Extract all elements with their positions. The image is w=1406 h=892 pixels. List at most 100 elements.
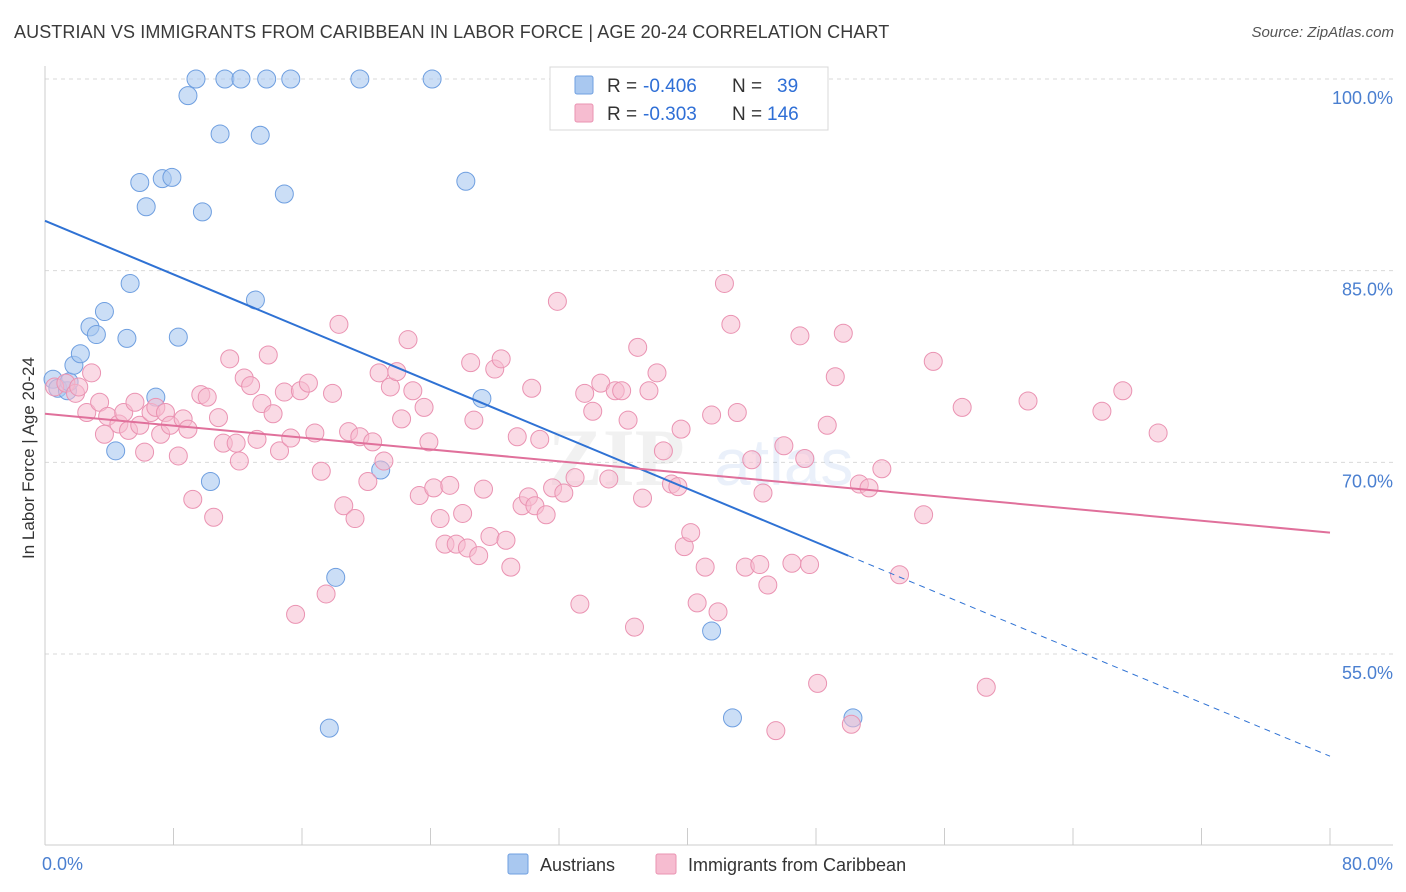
point-caribbean: [419, 432, 439, 452]
point-austrians: [456, 171, 476, 191]
point-caribbean: [453, 503, 473, 523]
point-austrians: [200, 472, 220, 491]
point-caribbean: [270, 441, 290, 461]
point-caribbean: [392, 409, 412, 429]
point-caribbean: [247, 429, 267, 449]
point-austrians: [136, 197, 156, 217]
point-caribbean: [833, 323, 853, 343]
point-caribbean: [130, 415, 150, 435]
point-caribbean: [363, 432, 383, 452]
point-caribbean: [727, 403, 747, 422]
point-caribbean: [220, 349, 240, 369]
legend-box: [549, 66, 829, 131]
point-caribbean: [197, 387, 217, 407]
trend-lines: [44, 219, 1331, 757]
legend-r-label-austrians: R =: [607, 76, 637, 97]
point-caribbean: [782, 553, 802, 573]
point-austrians: [231, 69, 251, 89]
point-caribbean: [554, 483, 574, 503]
point-caribbean: [599, 469, 619, 489]
point-caribbean: [530, 429, 550, 449]
point-austrians: [120, 273, 140, 293]
point-caribbean: [316, 584, 336, 604]
point-caribbean: [430, 509, 450, 529]
point-caribbean: [1148, 423, 1168, 443]
point-caribbean: [241, 376, 261, 396]
point-caribbean: [334, 496, 354, 516]
point-caribbean: [125, 392, 145, 412]
point-caribbean: [714, 273, 734, 293]
point-austrians: [281, 69, 301, 89]
point-caribbean: [653, 441, 673, 461]
point-caribbean: [721, 314, 741, 334]
point-caribbean: [398, 330, 418, 350]
point-caribbean: [298, 373, 318, 393]
point-austrians: [350, 69, 370, 89]
point-austrians: [70, 344, 90, 364]
legend-r-label-caribbean: R =: [607, 104, 637, 125]
point-caribbean: [1018, 391, 1038, 411]
point-caribbean: [708, 602, 728, 622]
watermark-atlas: atlas: [714, 425, 853, 499]
point-caribbean: [358, 472, 378, 491]
point-caribbean: [800, 555, 820, 575]
point-caribbean: [639, 381, 659, 401]
point-caribbean: [263, 404, 283, 424]
point-caribbean: [841, 714, 861, 734]
point-caribbean: [208, 408, 228, 428]
chart-title: AUSTRIAN VS IMMIGRANTS FROM CARIBBEAN IN…: [14, 22, 890, 42]
point-caribbean: [695, 557, 715, 577]
point-caribbean: [633, 488, 653, 508]
y-tick-labels: 55.0% 70.0% 85.0% 100.0%: [1332, 88, 1393, 683]
point-caribbean: [507, 427, 527, 447]
point-caribbean: [183, 489, 203, 509]
point-caribbean: [923, 351, 943, 371]
point-caribbean: [570, 594, 590, 614]
point-caribbean: [329, 314, 349, 334]
point-caribbean: [464, 410, 484, 430]
point-caribbean: [168, 446, 188, 466]
point-caribbean: [859, 478, 879, 498]
grid-lines: [45, 78, 1393, 655]
point-caribbean: [624, 617, 644, 637]
point-austrians: [702, 621, 722, 641]
point-austrians: [210, 124, 230, 144]
point-austrians: [106, 441, 126, 461]
bottom-legend-austrians: Austrians: [540, 855, 615, 875]
point-caribbean: [286, 604, 306, 624]
point-caribbean: [817, 415, 837, 435]
point-austrians: [192, 202, 212, 222]
point-austrians: [215, 69, 235, 89]
y-tick-label: 55.0%: [1342, 663, 1393, 683]
point-caribbean: [583, 401, 603, 421]
bottom-legend: Austrians Immigrants from Caribbean: [507, 853, 906, 875]
point-caribbean: [229, 451, 249, 471]
legend-n-value-austrians: 39: [777, 76, 798, 97]
point-caribbean: [474, 479, 494, 499]
point-caribbean: [135, 442, 155, 462]
point-caribbean: [469, 546, 489, 566]
point-austrians: [250, 125, 270, 145]
point-caribbean: [323, 383, 343, 403]
point-caribbean: [795, 449, 815, 468]
point-caribbean: [628, 337, 648, 357]
point-caribbean: [374, 451, 394, 471]
point-caribbean: [671, 419, 691, 439]
point-austrians: [422, 69, 442, 89]
point-austrians: [178, 86, 198, 106]
y-axis-title: In Labor Force | Age 20-24: [19, 357, 38, 559]
point-caribbean: [647, 363, 667, 383]
point-caribbean: [825, 367, 845, 387]
point-caribbean: [758, 575, 778, 595]
trend-line-austrians: [44, 219, 849, 557]
point-caribbean: [1113, 381, 1133, 401]
point-austrians: [168, 327, 188, 347]
point-caribbean: [575, 383, 595, 403]
point-caribbean: [618, 410, 638, 430]
point-caribbean: [872, 459, 892, 479]
point-caribbean: [742, 450, 762, 470]
point-austrians: [162, 167, 182, 187]
point-caribbean: [480, 526, 500, 546]
point-caribbean: [750, 555, 770, 575]
bottom-legend-caribbean: Immigrants from Caribbean: [688, 855, 906, 875]
